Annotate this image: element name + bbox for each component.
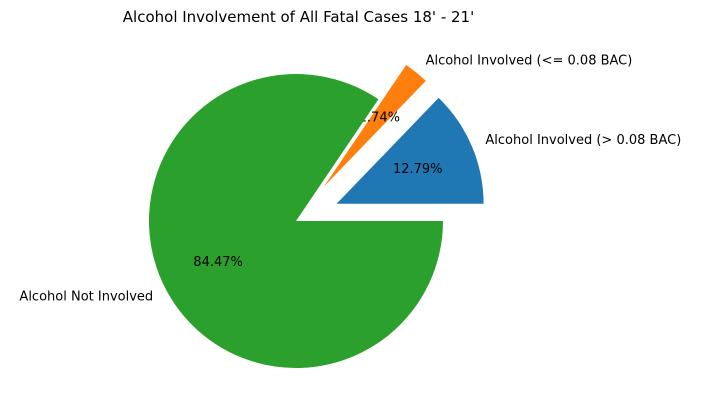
slice-label-alcohol-involved-0-08-bac: Alcohol Involved (<= 0.08 BAC) — [426, 54, 633, 69]
pie-slice-alcohol-involved-0-08-bac — [336, 97, 484, 204]
chart-title: Alcohol Involvement of All Fatal Cases 1… — [122, 8, 475, 26]
slice-percent-alcohol-involved-0-08-bac: 2.74% — [359, 111, 400, 126]
pie-slice-alcohol-not-involved — [149, 73, 443, 368]
pie-slice-alcohol-involved-0-08-bac — [323, 65, 426, 187]
slice-percent-alcohol-involved-0-08-bac: 12.79% — [393, 162, 443, 177]
slice-label-alcohol-involved-0-08-bac: Alcohol Involved (> 0.08 BAC) — [485, 133, 681, 148]
slice-percent-alcohol-not-involved: 84.47% — [193, 255, 243, 270]
slice-label-alcohol-not-involved: Alcohol Not Involved — [19, 289, 153, 304]
